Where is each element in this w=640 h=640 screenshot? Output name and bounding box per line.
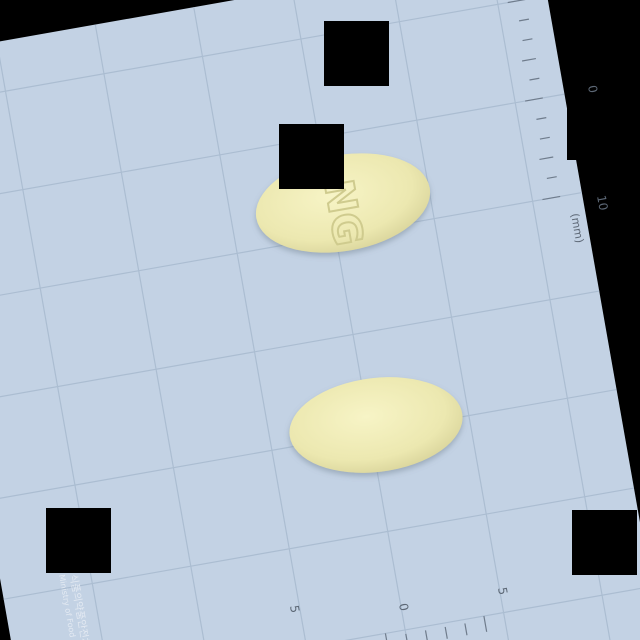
ruler-bottom-label-right: 5: [495, 586, 510, 596]
redaction-box-bottom-right: [572, 510, 637, 575]
tablet-back: [289, 377, 463, 473]
ruler-label-unit: (mm): [568, 212, 586, 244]
ruler-bottom-label-center: 0: [396, 602, 411, 612]
ruler-bottom-label-left: 5: [287, 604, 302, 614]
ruler-label-0: 0: [585, 84, 600, 94]
redaction-box-top: [324, 21, 389, 86]
ruler-label-10: 10: [594, 194, 610, 211]
redaction-box-right: [567, 95, 640, 160]
redaction-box-bottom-left: [46, 508, 111, 573]
ruler-right: [507, 0, 561, 201]
redaction-box-tablet: [279, 124, 344, 189]
